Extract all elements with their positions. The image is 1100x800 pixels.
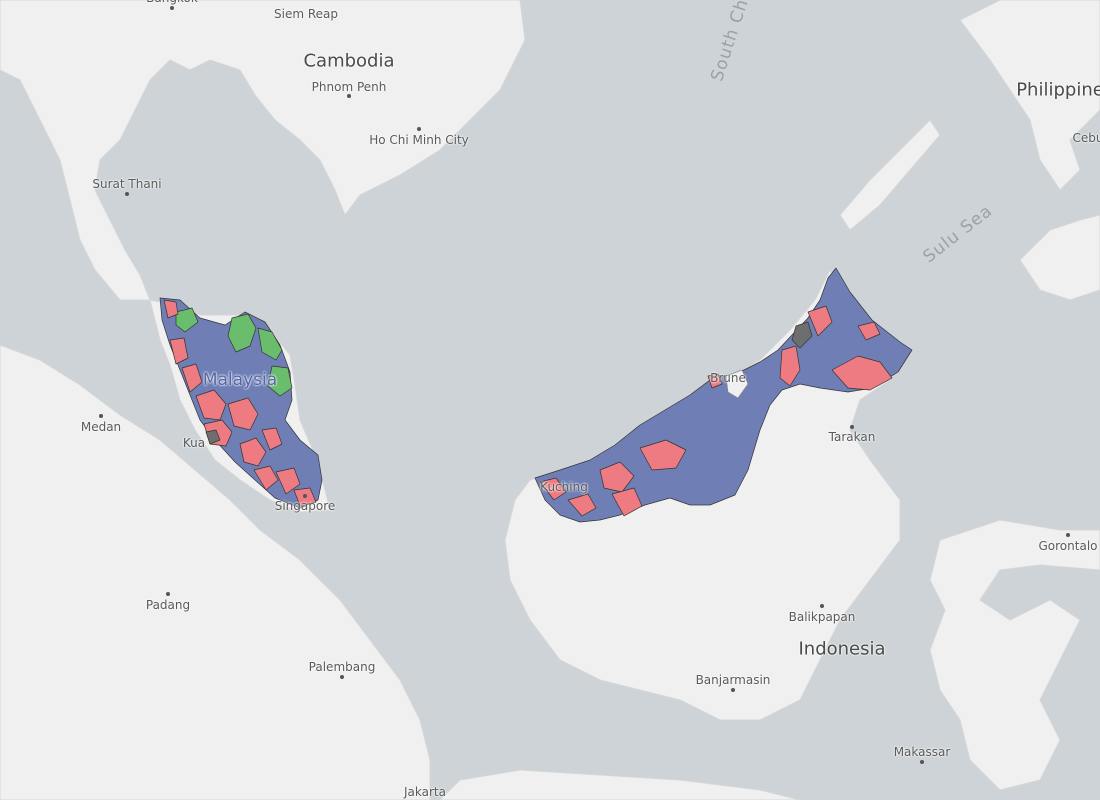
region-red-sarawak-a[interactable] bbox=[567, 493, 597, 517]
label-cebu: Cebu bbox=[1072, 131, 1100, 145]
region-red-penang[interactable] bbox=[169, 337, 189, 365]
region-red-sabah-c[interactable] bbox=[857, 321, 881, 341]
label-padang: Padang bbox=[145, 598, 191, 612]
region-green-terengganu-s[interactable] bbox=[267, 365, 293, 397]
label-jakarta: Jakarta bbox=[404, 785, 446, 799]
region-red-sabah-a[interactable] bbox=[779, 345, 801, 387]
land-mindanao bbox=[1019, 214, 1100, 301]
dot-surat-thani bbox=[125, 192, 129, 196]
dot-tarakan bbox=[850, 425, 854, 429]
dot-padang bbox=[166, 592, 170, 596]
region-green-kelantan[interactable] bbox=[227, 313, 257, 353]
region-grey-kl[interactable] bbox=[205, 429, 221, 445]
label-ho-chi-minh: Ho Chi Minh City bbox=[369, 133, 469, 147]
region-red-pahang[interactable] bbox=[261, 427, 283, 451]
region-red-sabah-b[interactable] bbox=[807, 305, 833, 337]
label-palembang: Palembang bbox=[308, 660, 376, 674]
dot-singapore bbox=[303, 494, 307, 498]
dot-banjarmasin bbox=[731, 688, 735, 692]
region-red-sarawak-b[interactable] bbox=[599, 461, 635, 493]
dot-medan bbox=[99, 414, 103, 418]
region-red-sarawak-d[interactable] bbox=[639, 439, 687, 471]
region-red-miri[interactable] bbox=[707, 373, 723, 389]
label-siem-reap: Siem Reap bbox=[274, 7, 338, 21]
label-tarakan: Tarakan bbox=[828, 430, 876, 444]
dot-bangkok bbox=[170, 6, 174, 10]
label-cambodia: Cambodia bbox=[303, 50, 395, 72]
label-surat-thani: Surat Thani bbox=[92, 177, 162, 191]
label-balikpapan: Balikpapan bbox=[788, 610, 856, 624]
region-green-terengganu-n[interactable] bbox=[257, 327, 283, 361]
region-red-sabah-d[interactable] bbox=[831, 355, 893, 391]
label-kuala-lumpur: Kua bbox=[182, 436, 206, 450]
dot-makassar bbox=[920, 760, 924, 764]
land-sulawesi bbox=[929, 519, 1100, 791]
dot-gorontalo bbox=[1066, 533, 1070, 537]
label-kuching: Kuching bbox=[540, 480, 588, 494]
label-banjarmasin: Banjarmasin bbox=[695, 673, 771, 687]
dot-ho-chi-minh bbox=[417, 127, 421, 131]
region-grey-sabah[interactable] bbox=[791, 321, 813, 349]
region-red-kuching[interactable] bbox=[539, 477, 567, 501]
label-brunei: Brune bbox=[710, 371, 746, 385]
malaysia-peninsula-regions bbox=[159, 297, 323, 509]
dot-balikpapan bbox=[820, 604, 824, 608]
label-gorontalo: Gorontalo bbox=[1038, 539, 1098, 553]
land-indochina bbox=[0, 0, 526, 301]
dot-palembang bbox=[340, 675, 344, 679]
region-red-perak-a[interactable] bbox=[181, 363, 203, 393]
label-malaysia: Malaysia bbox=[202, 370, 278, 390]
label-medan: Medan bbox=[80, 420, 122, 434]
malaysia-borneo-regions bbox=[534, 267, 913, 523]
label-bangkok: Bangkok bbox=[146, 0, 198, 5]
land-brunei bbox=[725, 369, 749, 399]
dot-phnom-penh bbox=[347, 94, 351, 98]
region-red-melaka[interactable] bbox=[253, 465, 279, 491]
region-red-kl[interactable] bbox=[227, 397, 259, 431]
label-phnom-penh: Phnom Penh bbox=[311, 80, 387, 94]
label-indonesia: Indonesia bbox=[798, 638, 886, 660]
region-red-perak-b[interactable] bbox=[195, 389, 227, 421]
region-red-sarawak-c[interactable] bbox=[611, 487, 643, 517]
region-red-perlis[interactable] bbox=[163, 299, 179, 319]
land-sumatra bbox=[0, 344, 431, 800]
label-philippines: Philippine bbox=[1016, 79, 1100, 101]
land-java bbox=[439, 769, 801, 800]
label-makassar: Makassar bbox=[893, 745, 951, 759]
label-singapore: Singapore bbox=[274, 499, 336, 513]
land-philippines bbox=[959, 0, 1100, 191]
region-red-johor-a[interactable] bbox=[275, 467, 301, 495]
region-green-kedah[interactable] bbox=[175, 307, 199, 333]
land-palawan bbox=[839, 119, 941, 231]
region-red-negeri[interactable] bbox=[239, 437, 267, 467]
